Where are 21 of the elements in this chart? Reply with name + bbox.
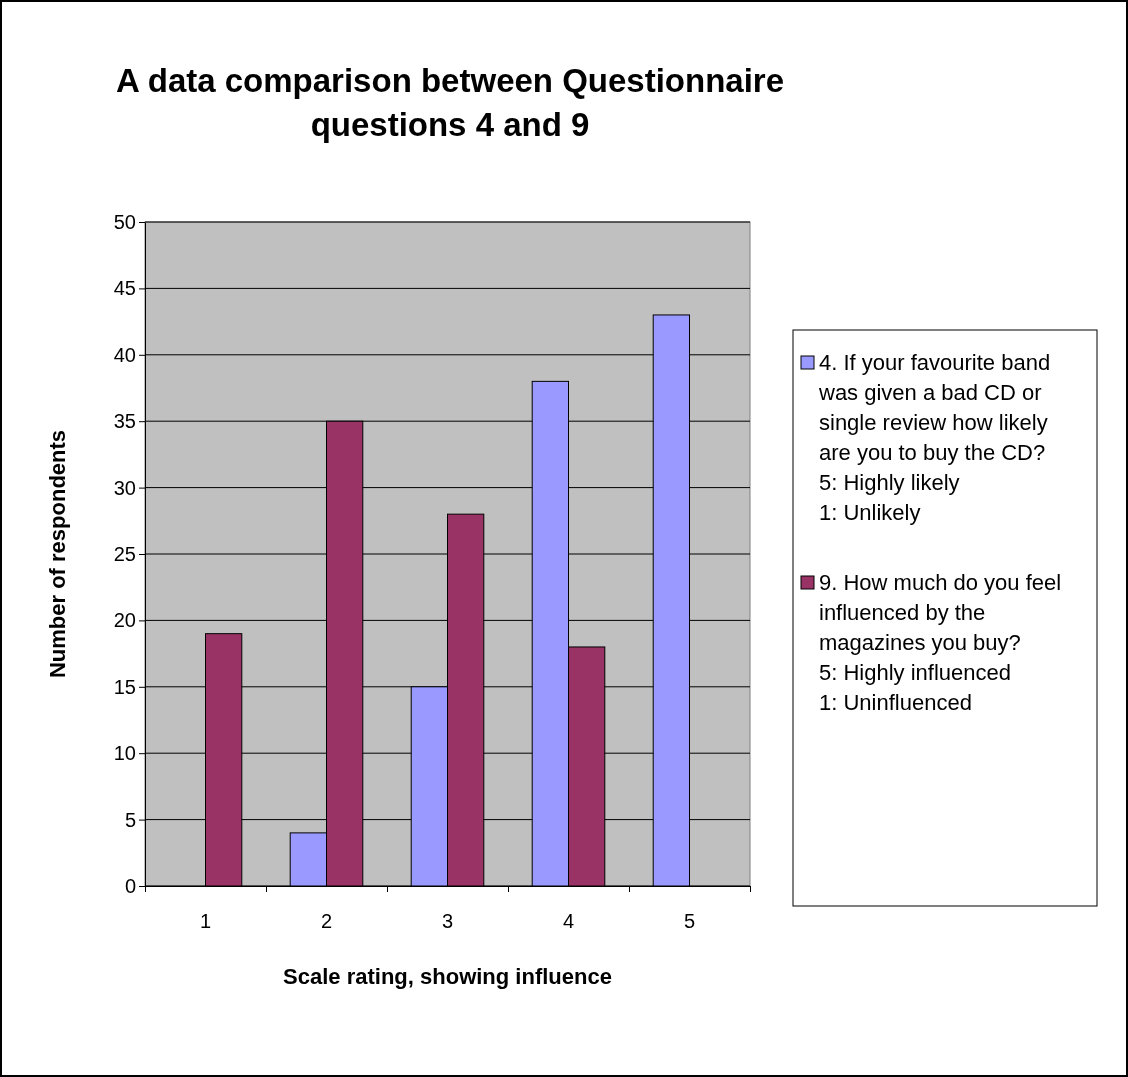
y-tick-label: 45 — [113, 277, 136, 300]
legend-label: 4. If your favourite band was given a bad CD or single review how likely are you to buy the CD? 5: Highly likely 1: Unlikely — [818, 350, 1051, 525]
chart-title: A data comparison between Questionnaire questions 4 and 9 — [115, 62, 785, 143]
y-tick-label: 50 — [113, 210, 136, 233]
y-tick-label: 0 — [124, 874, 136, 897]
x-tick-label: 3 — [441, 910, 454, 932]
x-tick-label: 4 — [562, 910, 575, 932]
x-tick-label: 2 — [320, 910, 333, 932]
y-tick-label: 5 — [124, 808, 136, 831]
x-tick-label: 1 — [199, 910, 212, 932]
y-tick-label: 25 — [113, 542, 136, 565]
y-tick-label: 15 — [113, 675, 136, 698]
x-axis-title: Scale rating, showing influence — [283, 964, 612, 989]
y-tick-label: 40 — [113, 343, 136, 366]
y-tick-label: 30 — [113, 476, 136, 499]
y-tick-label: 20 — [113, 609, 136, 632]
y-tick-label: 10 — [113, 742, 136, 765]
y-tick-label: 35 — [113, 410, 136, 433]
legend-label: 9. How much do you feel influenced by the magazines you buy? 5: Highly influenced 1: Uninfluenced — [819, 570, 1062, 715]
x-tick-label: 5 — [683, 910, 696, 932]
y-axis-title: Number of respondents — [45, 429, 70, 679]
